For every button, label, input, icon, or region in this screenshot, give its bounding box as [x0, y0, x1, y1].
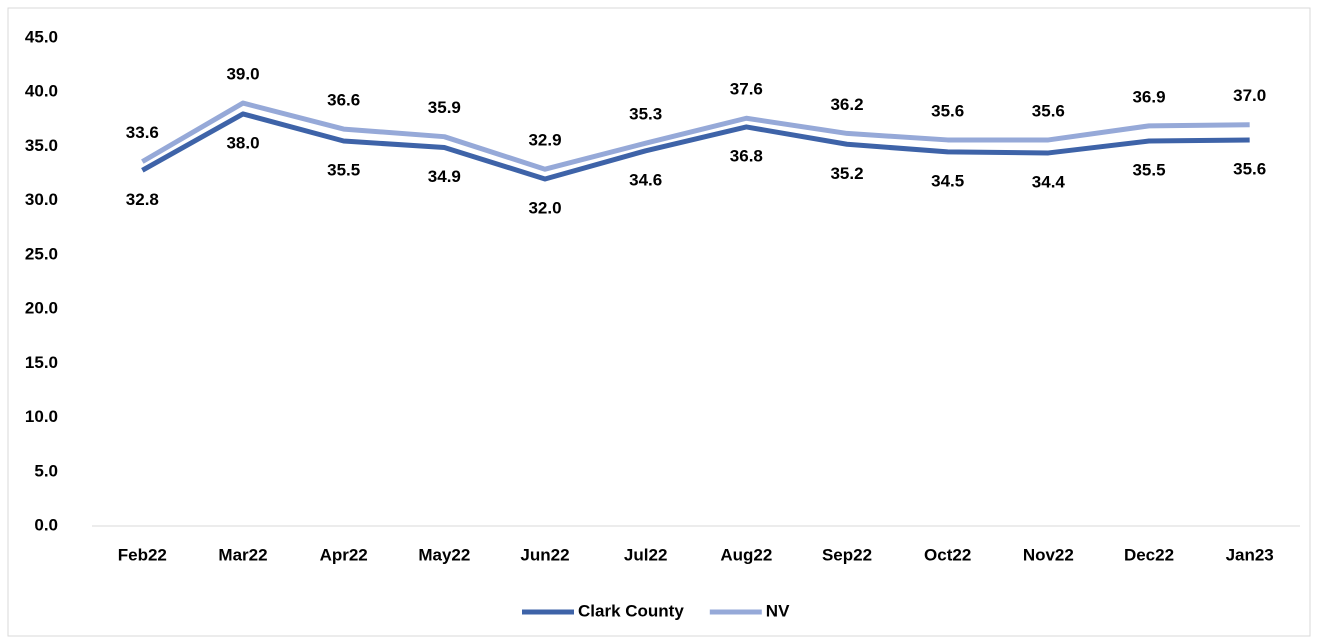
legend-label: NV [766, 601, 790, 620]
data-label: 35.9 [428, 98, 461, 117]
data-label: 32.9 [528, 131, 561, 150]
y-tick-label: 40.0 [25, 82, 58, 101]
y-tick-label: 45.0 [25, 27, 58, 46]
data-label: 35.6 [931, 101, 964, 120]
data-label: 36.2 [830, 95, 863, 114]
y-tick-label: 25.0 [25, 244, 58, 263]
x-tick-label: Dec22 [1124, 545, 1174, 564]
data-label: 35.5 [1132, 161, 1165, 180]
data-label: 32.0 [528, 198, 561, 217]
legend-label: Clark County [578, 601, 684, 620]
x-tick-label: Apr22 [320, 545, 368, 564]
y-tick-label: 15.0 [25, 353, 58, 372]
data-label: 36.9 [1132, 87, 1165, 106]
data-label: 38.0 [226, 133, 259, 152]
chart-frame [7, 7, 1311, 637]
data-label: 34.4 [1032, 172, 1066, 191]
data-label: 34.9 [428, 167, 461, 186]
series-line [141, 100, 1250, 172]
series-line [141, 111, 1250, 182]
x-tick-label: Oct22 [924, 545, 971, 564]
data-label: 35.6 [1233, 159, 1266, 178]
x-tick-label: May22 [418, 545, 470, 564]
data-label: 36.8 [730, 146, 763, 165]
data-label: 35.3 [629, 105, 662, 124]
data-label: 34.5 [931, 171, 964, 190]
data-label: 39.0 [226, 65, 259, 84]
data-label: 37.6 [730, 80, 763, 99]
data-label: 35.6 [1032, 101, 1065, 120]
data-label: 33.6 [126, 123, 159, 142]
x-tick-label: Nov22 [1023, 545, 1074, 564]
data-label: 35.2 [830, 164, 863, 183]
data-label: 35.5 [327, 161, 360, 180]
x-tick-label: Jul22 [624, 545, 667, 564]
data-label: 32.8 [126, 190, 159, 209]
x-tick-label: Feb22 [118, 545, 167, 564]
x-tick-label: Mar22 [218, 545, 267, 564]
y-tick-label: 10.0 [25, 407, 58, 426]
data-label: 36.6 [327, 91, 360, 110]
y-tick-label: 30.0 [25, 190, 58, 209]
x-tick-label: Sep22 [822, 545, 872, 564]
x-tick-label: Aug22 [720, 545, 772, 564]
y-tick-label: 35.0 [25, 136, 58, 155]
y-tick-label: 5.0 [34, 461, 58, 480]
x-tick-label: Jan23 [1226, 545, 1274, 564]
data-label: 37.0 [1233, 86, 1266, 105]
y-tick-label: 20.0 [25, 299, 58, 318]
y-tick-label: 0.0 [34, 515, 58, 534]
x-tick-label: Jun22 [520, 545, 569, 564]
data-label: 34.6 [629, 170, 662, 189]
